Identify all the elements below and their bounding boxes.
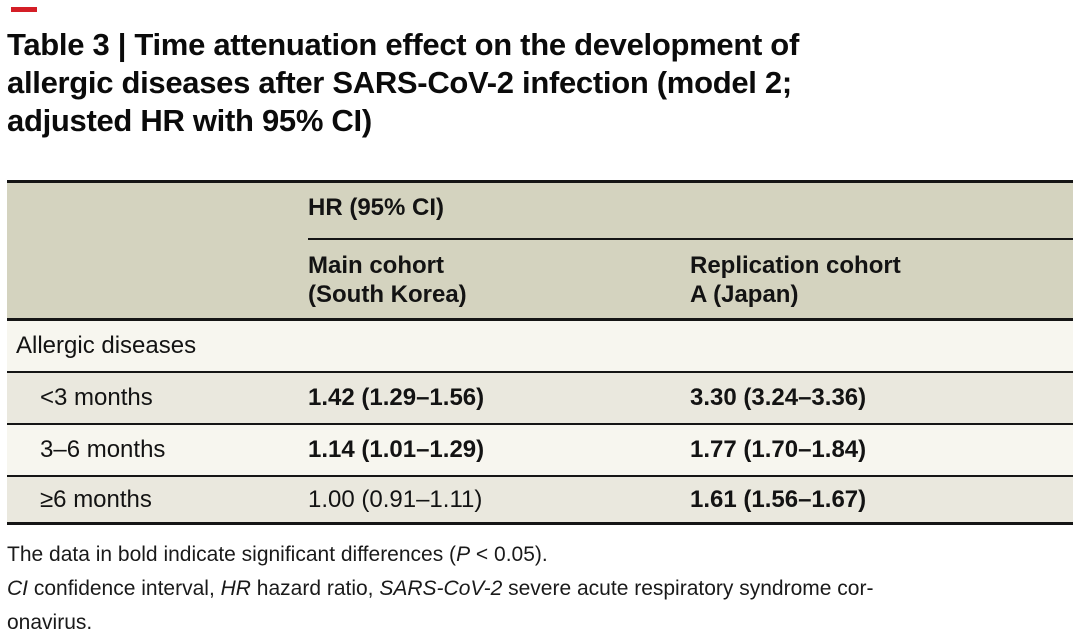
column-header-line: A (Japan) <box>690 281 799 308</box>
row-label: <3 months <box>40 384 153 411</box>
title-line: adjusted HR with 95% CI) <box>7 103 372 138</box>
table-footnotes: The data in bold indicate significant di… <box>7 538 1073 640</box>
column-header-line: Main cohort <box>308 252 444 279</box>
column-header-main-cohort: Main cohort (South Korea) <box>308 251 690 309</box>
column-header-replication-cohort: Replication cohort A (Japan) <box>690 251 1073 309</box>
main-cohort-value: 1.00 (0.91–1.11) <box>308 485 483 513</box>
column-header-line: (South Korea) <box>308 281 467 308</box>
header-spacer-cell <box>7 251 308 309</box>
main-cohort-value: 1.14 (1.01–1.29) <box>308 436 485 463</box>
table-header-group-row: HR (95% CI) <box>7 183 1073 240</box>
header-spacer-cell <box>7 183 308 240</box>
footnote-significance: The data in bold indicate significant di… <box>7 538 1073 572</box>
table-row: 3–6 months 1.14 (1.01–1.29) 1.77 (1.70–1… <box>7 423 1073 475</box>
footnote-text: severe acute respiratory syndrome cor- <box>502 577 874 600</box>
footnote-italic-term: SARS-CoV-2 <box>379 577 503 600</box>
row-label: ≥6 months <box>40 485 152 513</box>
results-table: HR (95% CI) Main cohort (South Korea) Rep… <box>7 180 1073 525</box>
footnote-abbreviations: CI confidence interval, HR hazard ratio,… <box>7 572 1073 606</box>
table-header-columns-row: Main cohort (South Korea) Replication coh… <box>7 240 1073 318</box>
table-row: ≥6 months 1.00 (0.91–1.11) 1.61 (1.56–1.… <box>7 475 1073 522</box>
replication-cohort-value: 3.30 (3.24–3.36) <box>690 384 867 411</box>
footnote-continuation: onavirus. <box>7 611 93 634</box>
footnote-italic-term: HR <box>220 577 251 600</box>
footnote-text: < 0.05). <box>470 543 548 566</box>
footnote-text: hazard ratio, <box>250 577 380 600</box>
category-row: Allergic diseases <box>7 321 1073 371</box>
column-header-line: Replication cohort <box>690 252 901 279</box>
footnote-italic-term: P <box>456 543 471 566</box>
title-line: allergic diseases after SARS-CoV-2 infec… <box>7 65 792 100</box>
footnote-italic-term: CI <box>7 577 28 600</box>
replication-cohort-value: 1.61 (1.56–1.67) <box>690 485 867 513</box>
row-label: 3–6 months <box>40 436 166 463</box>
table-row: <3 months 1.42 (1.29–1.56) 3.30 (3.24–3.… <box>7 371 1073 423</box>
category-label: Allergic diseases <box>16 332 197 359</box>
page-title: Table 3 | Time attenuation effect on the… <box>7 26 1073 140</box>
main-cohort-value: 1.42 (1.29–1.56) <box>308 384 485 411</box>
replication-cohort-value: 1.77 (1.70–1.84) <box>690 436 867 463</box>
red-mark <box>11 7 37 12</box>
table-header: HR (95% CI) Main cohort (South Korea) Rep… <box>7 183 1073 321</box>
footnote-text: The data in bold indicate significant di… <box>7 543 457 566</box>
title-line: Table 3 | Time attenuation effect on the… <box>7 27 799 62</box>
group-header-cell: HR (95% CI) <box>308 183 1073 240</box>
footnote-text: confidence interval, <box>28 577 221 600</box>
